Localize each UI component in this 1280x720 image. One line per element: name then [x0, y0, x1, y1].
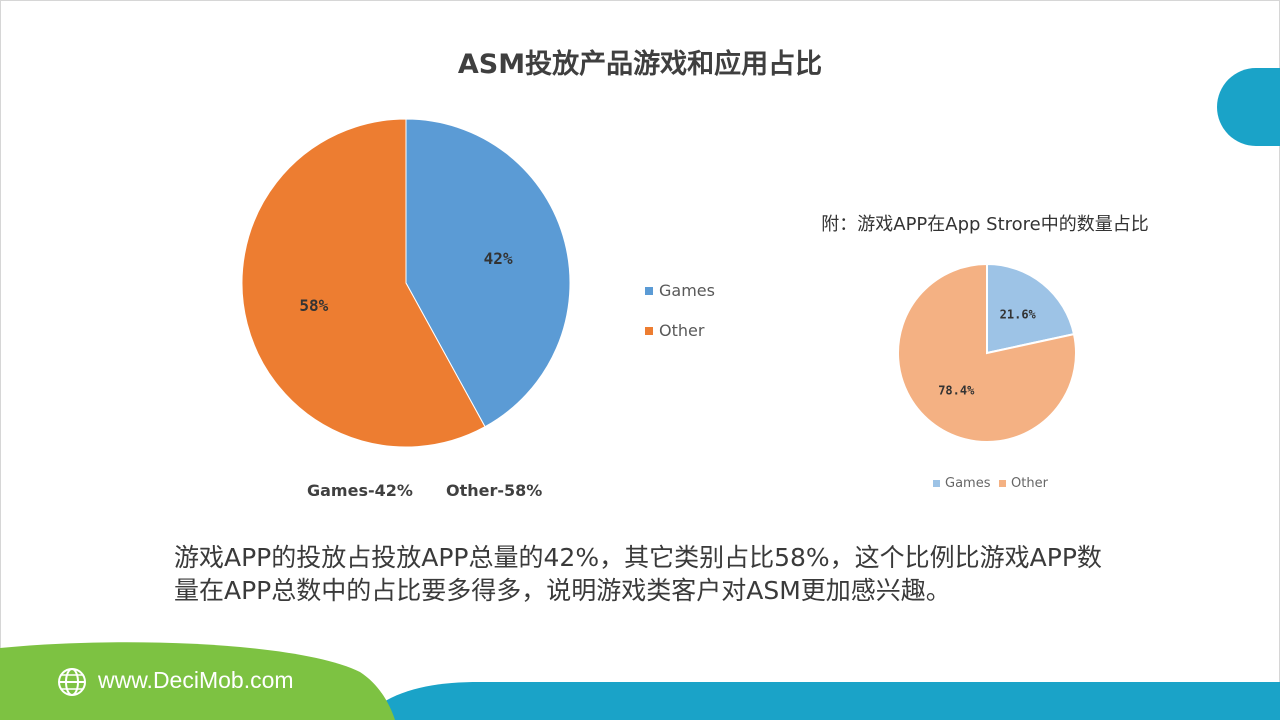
footer-url[interactable]: www.DeciMob.com — [98, 667, 294, 693]
main-legend-other: Other — [645, 321, 704, 340]
inset-legend-other: Other — [999, 476, 1048, 491]
inset-legend-games: Games — [933, 476, 990, 491]
legend-swatch-other — [645, 326, 653, 335]
legend-swatch-games — [645, 286, 653, 295]
legend-label-games: Games — [945, 476, 991, 491]
footer-teal-band — [360, 682, 1280, 720]
footer-decoration — [0, 642, 1280, 720]
legend-label-other: Other — [1011, 476, 1048, 491]
globe-icon — [58, 668, 86, 696]
annotation-games: Games-42% — [307, 481, 413, 500]
legend-label-games: Games — [659, 281, 715, 300]
legend-swatch-games — [933, 480, 940, 487]
description-text: 游戏APP的投放占投放APP总量的42%，其它类别占比58%，这个比例比游戏AP… — [174, 543, 1102, 605]
slide-title: ASM投放产品游戏和应用占比 — [457, 49, 823, 80]
inset-chart-title: 附：游戏APP在App Strore中的数量占比 — [821, 214, 1149, 235]
legend-label-other: Other — [659, 321, 705, 340]
annotation-other: Other-58% — [446, 481, 543, 500]
footer-green-band — [0, 642, 395, 720]
main-legend-games: Games — [645, 281, 715, 300]
legend-swatch-other — [999, 480, 1006, 487]
decorative-tab — [1217, 68, 1280, 146]
